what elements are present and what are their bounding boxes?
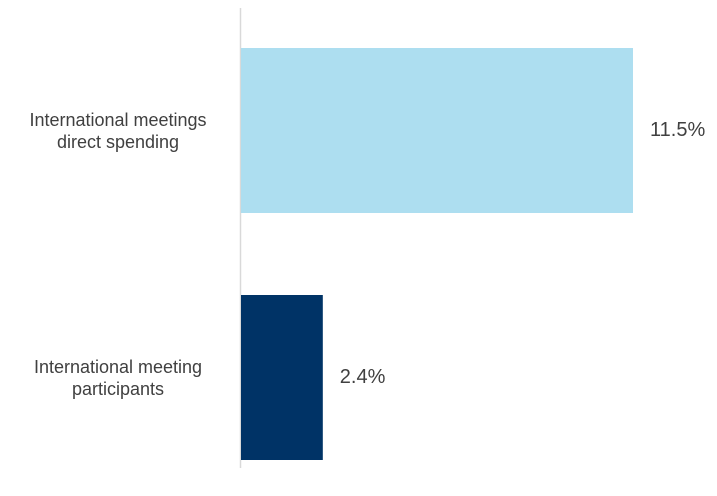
category-label-1: International meeting participants xyxy=(33,356,203,399)
bar-group xyxy=(241,48,633,460)
category-label-0: International meetings direct spending xyxy=(29,109,207,152)
bar-1 xyxy=(241,295,323,460)
data-label-0: 11.5% xyxy=(650,118,706,141)
data-label-1: 2.4% xyxy=(339,365,386,388)
bar-0 xyxy=(241,48,633,213)
